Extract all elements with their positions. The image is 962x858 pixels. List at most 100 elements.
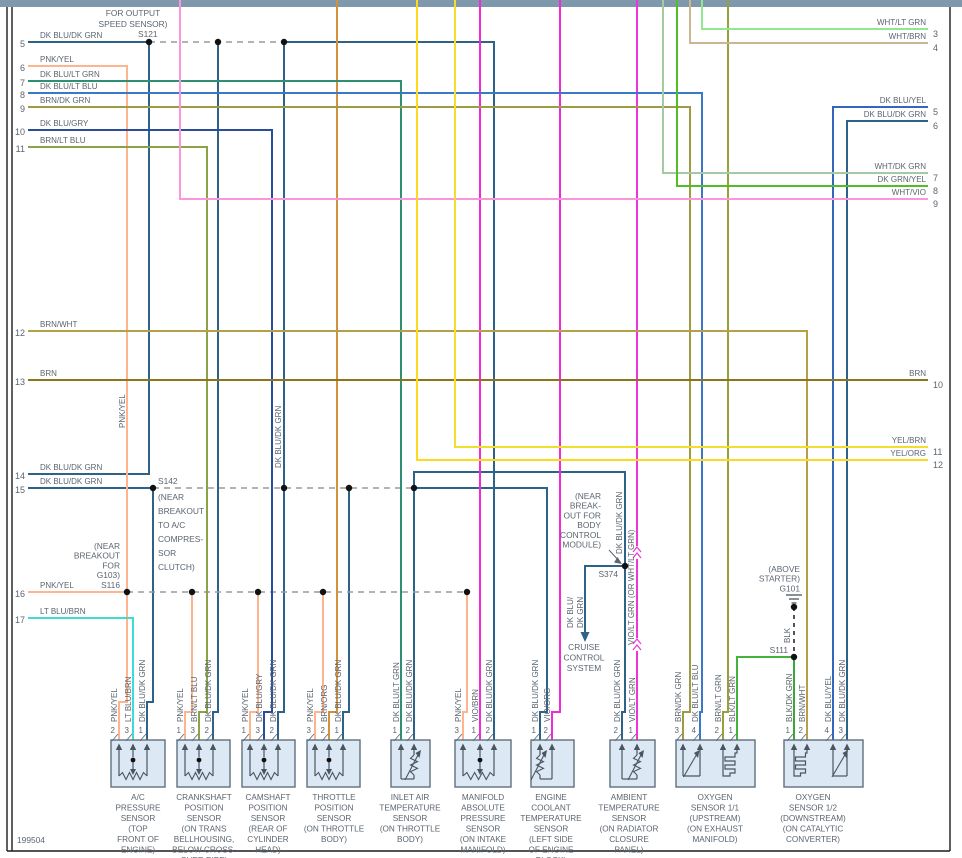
crankshaft-position-sensor-pin-3: 3 BRN/LT BLU (190, 676, 199, 742)
wire-color-label: BRN/LT GRN (714, 674, 723, 722)
caption-line: SENSOR (466, 825, 501, 834)
wire-color-label: PNK/YEL (176, 688, 185, 722)
connector-pin-number: 2 (544, 726, 549, 735)
pin-number: 17 (15, 615, 25, 625)
ac-pressure-sensor: 2 PNK/YEL 3 LT BLU/BRN 1 DK BLU/DK GRN A/C PRES… (110, 660, 166, 855)
right-pin8-wire (676, 0, 928, 187)
caption-line: SENSOR 1/1 (691, 804, 740, 813)
right-pin-4: WHT/BRN 4 (889, 32, 938, 53)
splice-dot (254, 588, 262, 596)
wire-color-label: DK BLU/GRY (255, 673, 264, 722)
wire-color-label: DK BLU/DK GRN (138, 660, 147, 722)
caption-line: MANIFOLD) (692, 835, 737, 844)
oxygen-sensor-1-2-pin-3: 3 DK BLU/DK GRN (838, 660, 847, 742)
caption-line: TEMPERATURE (520, 814, 582, 823)
page-frame (6, 7, 951, 852)
s374-to-cruise (584, 565, 625, 634)
wire-color-label: VIO/ORG (543, 688, 552, 722)
wire-color-label: WHT/DK GRN (874, 162, 926, 171)
wire-color-label: BRN/ORG (320, 685, 329, 722)
wire-color-label: BRN/DK GRN (674, 672, 683, 722)
pcm-pin-16: 16 PNK/YEL (15, 581, 74, 599)
wire-color-label: BRN/LT BLU (40, 136, 86, 145)
coolant-vio-org (551, 0, 561, 740)
pcm-pin-9: 9 BRN/DK GRN (20, 96, 90, 114)
oxygen-sensor-1-1-pin-4: 4 DK BLU/LT BLU (691, 664, 700, 742)
wire-color-label: DK BLU/YEL (880, 96, 927, 105)
connector-pin-number: 1 (629, 726, 634, 735)
oxygen-sensor-1-1-pin-2: 2 BRN/LT GRN (714, 674, 723, 742)
s142-note-line: CLUTCH) (158, 562, 195, 572)
wire-break-mark (632, 546, 642, 559)
engine-coolant-temperature-sensor: 1 DK BLU/DK GRN 2 VIO/ORG ENGINE COOLANTTEMPE… (520, 660, 582, 858)
caption-line: TEMPERATURE (598, 804, 660, 813)
ambient-temperature-sensor-pin-1: 1 VIO/LT GRN (628, 677, 637, 742)
pcm-pin10-wire (28, 129, 273, 740)
pcm-pin-6: 6 PNK/YEL (20, 55, 74, 73)
connector-pin-number: 1 (786, 726, 791, 735)
manifold-absolute-pressure-sensor-pin-3: 3 PNK/YEL (454, 688, 463, 742)
caption-line: (LEFT SIDE (529, 835, 574, 844)
caption-line: A/C (131, 793, 145, 802)
splice-dot (319, 588, 327, 596)
wire-color-label: WHT/VIO (892, 188, 926, 197)
s121-to-crankshaft (212, 42, 219, 740)
wire-color-label: DK BLU/LT BLU (691, 664, 700, 722)
connector-pin-number: 1 (139, 726, 144, 735)
oxygen-sensor-1-1-pin-3: 3 BRN/DK GRN (674, 672, 683, 742)
pcm-pin9-wire (28, 106, 691, 740)
right-pin11-wire (454, 0, 928, 448)
wire-color-label: VIO/BRN (471, 689, 480, 722)
pin-number: 10 (933, 380, 943, 390)
s116-to-ac (118, 592, 128, 740)
pcm-pin-5: 5 DK BLU/DK GRN (20, 31, 102, 49)
s374-note-line: CONTROL (560, 530, 601, 540)
pin-number: 10 (15, 127, 25, 137)
caption-line: SENSOR (317, 814, 352, 823)
oxygen-sensor-1-2-connector (783, 739, 864, 788)
connector-pin-number: 2 (614, 726, 619, 735)
pin-number: 3 (933, 29, 938, 39)
pcm-pin8-wire (28, 92, 703, 740)
connector-pin-number: 3 (839, 726, 844, 735)
wire-color-label: DK BLU/DK GRN (334, 660, 343, 722)
caption-line: OXYGEN (697, 793, 732, 802)
right-pin-12: YEL/ORG 12 (890, 449, 943, 470)
connector-pin-number: 1 (532, 726, 537, 735)
s111-label: S111 (770, 645, 789, 655)
right-pin5-wire (832, 106, 928, 740)
wire-color-label: DK BLU/DK GRN (40, 463, 102, 472)
caption-line: (UPSTREAM) (690, 814, 741, 823)
s142-to-throttle (342, 488, 350, 740)
pcm-pin-7: 7 DK BLU/LT GRN (20, 70, 100, 88)
g101-note-line: (ABOVE (768, 564, 800, 574)
right-pin6-wire (846, 120, 928, 740)
splice-dot (188, 588, 196, 596)
right-pin12-wire (416, 0, 928, 461)
s116-to-throttle (314, 592, 324, 740)
pin-number: 13 (15, 377, 25, 387)
oxygen-sensor-1-1: 3 BRN/DK GRN 4 DK BLU/LT BLU 2 BRN/LT GRN 1 BLK… (674, 664, 756, 844)
splice-dot (214, 38, 222, 46)
inlet-air-temperature-sensor-connector (390, 739, 431, 788)
pcm-pin-12: 12 BRN/WHT (15, 320, 77, 338)
s121-to-camshaft (277, 42, 285, 740)
wire-color-label: LT BLU/BRN (40, 607, 86, 616)
s374-label-line: S374 (598, 569, 618, 579)
pin-number: 11 (933, 447, 942, 457)
s374-note-line: BREAK- (570, 501, 601, 511)
wires-layer (28, 0, 928, 740)
doc-number: 199504 (17, 835, 45, 845)
caption-line: SENSOR (121, 814, 156, 823)
caption-line: CYLINDER (247, 835, 288, 844)
wire-color-label: PNK/YEL (40, 581, 74, 590)
oxygen-sensor-1-1-caption: OXYGEN SENSOR 1/1(UPSTREAM) (ON EXHAUSTMAN… (687, 793, 743, 844)
caption-line: SENSOR 1/2 (789, 804, 838, 813)
s121-to-manifold (284, 41, 495, 740)
manifold-absolute-pressure-sensor: 3 PNK/YEL 1 VIO/BRN 2 DK BLU/DK GRN MANIFOLD AB… (454, 660, 512, 855)
s116-note-line: FOR (102, 560, 120, 570)
